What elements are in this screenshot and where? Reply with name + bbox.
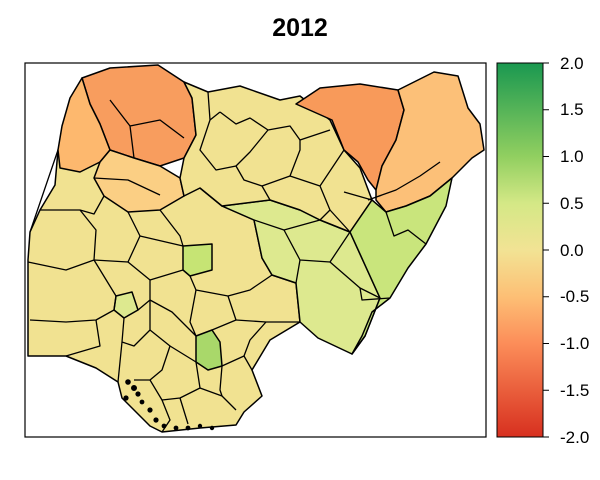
colorbar-tick-label: -2.0	[560, 427, 590, 447]
colorbar-tick-label: 1.5	[560, 100, 584, 120]
map-title: 2012	[272, 14, 328, 42]
colorbar-tick-label: 1.0	[560, 147, 584, 166]
colorbar-tick-label: -1.0	[560, 334, 590, 353]
colorbar-tick-label: 0.5	[560, 193, 584, 213]
colorbar-tick-label: 2.0	[560, 53, 584, 73]
colorbar	[496, 62, 544, 438]
region-small-green-west	[182, 243, 213, 277]
colorbar-tick-label: 0.0	[560, 240, 584, 260]
state-boundaries	[27, 91, 441, 433]
colorbar-tick-label: -1.5	[560, 380, 590, 400]
coastline-detail	[123, 379, 215, 431]
colorbar-tick-label: -0.5	[560, 287, 590, 307]
